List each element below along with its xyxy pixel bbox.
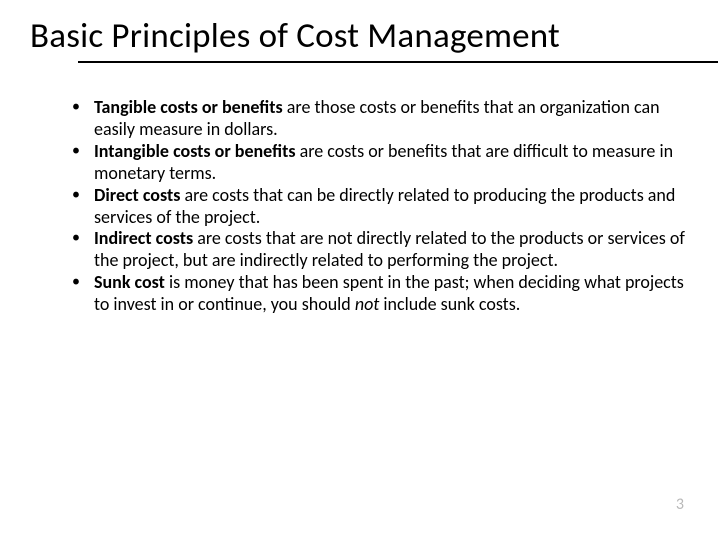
- term-bold: Indirect costs: [94, 227, 197, 249]
- term-text: include sunk costs.: [379, 293, 520, 315]
- list-item: Direct costs are costs that can be direc…: [72, 185, 690, 229]
- term-bold: Sunk cost: [94, 271, 169, 293]
- title-divider: [78, 61, 718, 63]
- bullet-list: Tangible costs or benefits are those cos…: [30, 97, 690, 317]
- page-title: Basic Principles of Cost Management: [30, 18, 690, 55]
- list-item: Tangible costs or benefits are those cos…: [72, 97, 690, 141]
- term-bold: Direct costs: [94, 184, 184, 206]
- term-bold: Intangible costs or benefits: [94, 140, 300, 162]
- list-item: Intangible costs or benefits are costs o…: [72, 141, 690, 185]
- slide-container: Basic Principles of Cost Management Tang…: [0, 0, 720, 540]
- list-item: Indirect costs are costs that are not di…: [72, 228, 690, 272]
- page-number: 3: [676, 495, 684, 514]
- term-italic: not: [355, 293, 380, 315]
- term-bold: Tangible costs or benefits: [94, 96, 287, 118]
- list-item: Sunk cost is money that has been spent i…: [72, 272, 690, 316]
